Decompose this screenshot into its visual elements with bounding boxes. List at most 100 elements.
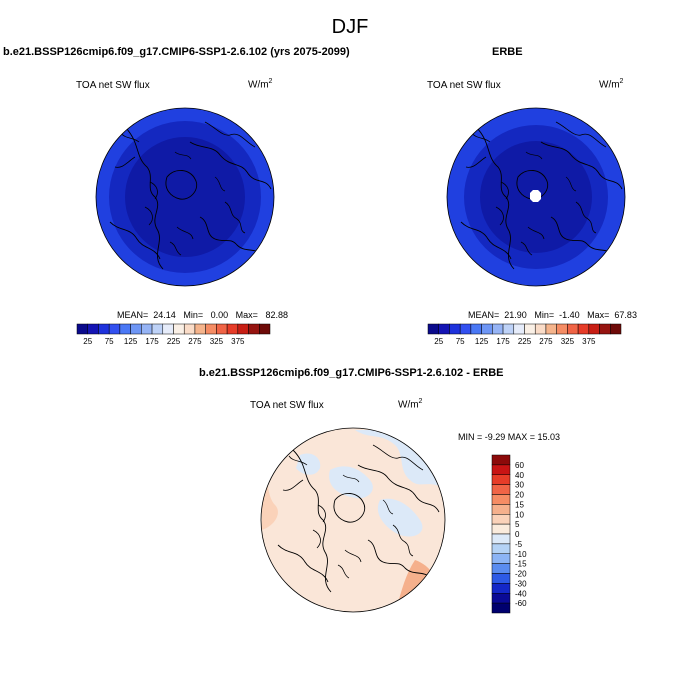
panel2-colorbar-swatch	[427, 323, 439, 335]
panel3-colorbar-swatch	[491, 454, 511, 466]
panel2-colorbar-swatch	[459, 323, 472, 335]
panel1-map	[95, 107, 275, 287]
panel2-colorbar-swatch	[502, 323, 515, 335]
panel1-title: b.e21.BSSP126cmip6.f09_g17.CMIP6-SSP1-2.…	[3, 46, 350, 58]
panel1-colorbar-swatch	[87, 323, 99, 335]
panel1-units: W/m2	[248, 78, 273, 91]
panel3-title: b.e21.BSSP126cmip6.f09_g17.CMIP6-SSP1-2.…	[199, 367, 504, 379]
panel1-colorbar-tick-label: 325	[210, 337, 224, 346]
panel3-colorbar-tick-label: 30	[515, 481, 524, 490]
panel1-colorbar-swatch	[119, 323, 131, 335]
panel2-colorbar-swatch	[545, 323, 557, 335]
panel1-colorbar-swatch	[130, 323, 142, 335]
panel1-colorbar-swatch	[173, 323, 185, 335]
panel1-colorbar-swatch	[183, 323, 196, 335]
panel2-colorbar-tick-label: 175	[496, 337, 510, 346]
panel2-max: 67.83	[614, 310, 637, 320]
panel1-map-border	[95, 107, 275, 287]
panel1-colorbar-swatch	[259, 323, 271, 335]
panel3-colorbar-tick-label: -40	[515, 589, 527, 598]
panel2-colorbar-swatch	[438, 323, 450, 335]
panel1-colorbar-tick-label: 25	[83, 337, 92, 346]
panel2-colorbar-swatch	[588, 323, 600, 335]
panel3-colorbar-tick-label: -20	[515, 570, 527, 579]
panel3-colorbar-tick-label: -60	[515, 599, 527, 608]
panel1-colorbar-swatch	[248, 323, 260, 335]
panel3-colorbar-swatch	[491, 523, 511, 535]
panel2-colorbar-swatch	[599, 323, 611, 335]
panel3-colorbar-tick-label: -10	[515, 550, 527, 559]
panel2-missing-pole	[530, 190, 541, 202]
panel2-colorbar-swatch	[567, 323, 579, 335]
panel1-colorbar-swatch	[98, 323, 110, 335]
panel1-colorbar-tick-label: 125	[124, 337, 138, 346]
panel1-variable: TOA net SW flux	[76, 80, 150, 91]
panel3-colorbar-tick-label: 5	[515, 520, 520, 529]
panel1-colorbar-tick-label: 275	[188, 337, 202, 346]
panel3-colorbar-swatch	[491, 464, 511, 475]
panel2-colorbar-swatch	[577, 323, 590, 335]
panel2-colorbar-swatch	[470, 323, 482, 335]
panel1-colorbar: 25 75 125 175 225 275 325 375	[76, 323, 271, 346]
panel1-colorbar-tick-label: 175	[145, 337, 159, 346]
panel3-colorbar-tick-label: 40	[515, 471, 524, 480]
panel1-colorbar-swatch	[237, 323, 249, 335]
panel3-colorbar-swatch	[491, 533, 511, 545]
panel2-stats: MEAN= 21.90 Min= -1.40 Max= 67.83	[468, 310, 637, 320]
panel3-map-border	[260, 427, 446, 613]
panel3-stats: MIN = -9.29 MAX = 15.03	[458, 432, 561, 442]
panel2-colorbar-tick-label: 375	[582, 337, 596, 346]
panel3-colorbar-tick-label: -30	[515, 579, 527, 588]
panel1-colorbar-swatch	[108, 323, 121, 335]
panel1-stats: MEAN= 24.14 Min= 0.00 Max= 82.88	[117, 310, 288, 320]
panel2-colorbar-swatch	[481, 323, 493, 335]
panel2-map	[446, 107, 626, 287]
panel3-colorbar-tick-label: -15	[515, 560, 527, 569]
panel1-colorbar-swatch	[205, 323, 217, 335]
panel2-colorbar-tick-label: 325	[561, 337, 575, 346]
panel2-units: W/m2	[599, 78, 624, 91]
panel3-colorbar-tick-label: 20	[515, 491, 524, 500]
panel2-colorbar-swatch	[524, 323, 536, 335]
panel3-units: W/m2	[398, 398, 423, 411]
panel3-colorbar-swatch	[491, 514, 511, 525]
panel2-colorbar-swatch	[534, 323, 547, 335]
panel3-colorbar-tick-label: 10	[515, 510, 524, 519]
panel2-min: -1.40	[559, 310, 580, 320]
panel3-variable: TOA net SW flux	[250, 400, 324, 411]
panel3-colorbar-swatch	[491, 474, 511, 485]
panel1-colorbar-swatch	[216, 323, 228, 335]
panel3-colorbar-swatch	[491, 602, 511, 614]
panel1-min: 0.00	[210, 310, 229, 320]
panel3-negative-patch-nw	[296, 453, 321, 475]
panel2-colorbar-swatch	[513, 323, 525, 335]
panel1-max: 82.88	[265, 310, 288, 320]
panel2-colorbar-tick-label: 275	[539, 337, 553, 346]
panel3-colorbar-tick-label: 60	[515, 461, 524, 470]
panel1-colorbar-swatch	[76, 323, 88, 335]
panel3-colorbar-tick-label: 15	[515, 500, 524, 509]
panel1-colorbar-swatch	[151, 323, 164, 335]
panel3-colorbar-tick-label: -5	[515, 540, 523, 549]
panel3-negative-patch-east	[377, 498, 423, 537]
panel3-colorbar-swatch	[491, 593, 511, 604]
panel3-colorbar-swatch	[491, 484, 511, 495]
panel3-colorbar-tick-label: 0	[515, 530, 520, 539]
panel2-map-border	[446, 107, 626, 287]
panel2-colorbar: 25 75 125 175 225 275 325 375	[427, 323, 622, 346]
panel3-colorbar-swatch	[491, 494, 511, 505]
panel1-mean: 24.14	[153, 310, 176, 320]
panel3-map	[260, 427, 446, 613]
panel3-colorbar-swatch	[491, 553, 511, 564]
figure-title: DJF	[331, 16, 369, 38]
panel2-variable: TOA net SW flux	[427, 80, 501, 91]
panel2-colorbar-tick-label: 125	[475, 337, 489, 346]
panel3-colorbar-swatch	[491, 543, 511, 554]
panel2-colorbar-swatch	[610, 323, 622, 335]
panel1-colorbar-tick-label: 225	[167, 337, 181, 346]
panel1-colorbar-tick-label: 375	[231, 337, 245, 346]
panel1-colorbar-swatch	[194, 323, 206, 335]
panel3-colorbar-swatch	[491, 573, 511, 584]
